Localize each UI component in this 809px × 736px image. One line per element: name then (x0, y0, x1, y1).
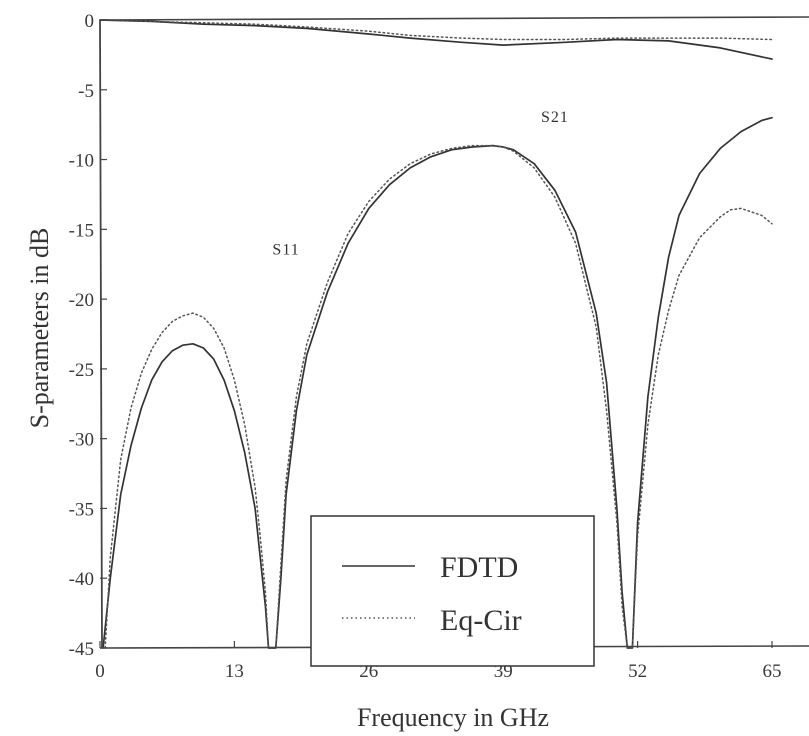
y-axis-title: S-parameters in dB (25, 228, 54, 429)
y-tick-label-4: -20 (69, 290, 94, 311)
y-tick-label-5: -25 (69, 360, 94, 381)
x-tick-label-4: 52 (628, 661, 647, 682)
series-fdtd-s21-line (99, 19, 773, 60)
x-axis-title: Frequency in GHz (357, 703, 549, 732)
x-tick-label-5: 65 (763, 661, 782, 682)
ticks-layer: 0 13 26 39 52 650-5-10-15-20-25-30-35-40-45 (69, 11, 782, 682)
y-tick-label-3: -15 (69, 220, 94, 241)
legend-label-eq-cir: Eq-Cir (440, 604, 522, 637)
y-tick-label-0: 0 (85, 11, 95, 32)
y-tick-label-7: -35 (69, 499, 94, 520)
legend: FDTD Eq-Cir (310, 515, 595, 667)
y-tick-label-9: -45 (69, 639, 94, 660)
y-axis-line (99, 19, 103, 649)
annotation-layer: S21 S11 (272, 109, 569, 259)
series-eq-cir-s11-line (104, 144, 773, 649)
legend-box (310, 515, 595, 667)
y-tick-label-8: -40 (69, 569, 94, 590)
top-axis-line (99, 16, 809, 21)
annotation-s21: S21 (541, 109, 569, 126)
series-eq-cir-s21-line (99, 19, 773, 41)
annotation-s11: S11 (272, 241, 299, 258)
x-tick-label-1: 13 (225, 661, 244, 682)
y-tick-label-6: -30 (69, 430, 94, 451)
x-tick-label-0: 0 (95, 661, 105, 682)
y-tick-label-2: -10 (69, 151, 94, 172)
series-fdtd-s11-line (102, 116, 773, 649)
series-layer (99, 19, 773, 649)
y-tick-label-1: -5 (78, 81, 94, 102)
legend-label-fdtd: FDTD (440, 551, 518, 584)
